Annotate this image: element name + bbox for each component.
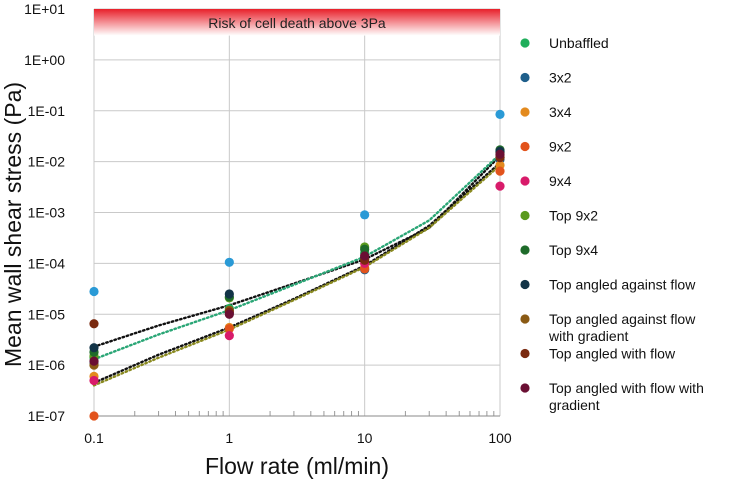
y-tick-label: 1E+01 [24, 1, 65, 17]
legend-marker [520, 245, 530, 255]
legend-label: Unbaffled [549, 35, 609, 51]
y-axis-title: Mean wall shear stress (Pa) [0, 82, 26, 367]
point-outlier-high-3x2-light-blue- [89, 286, 99, 297]
point-9x4 [224, 331, 234, 341]
x-tick-label: 100 [488, 430, 512, 446]
point-top-angled-with-flow [89, 319, 99, 329]
legend-label: 9x4 [549, 173, 572, 189]
legend-marker [520, 72, 530, 83]
y-tick-labels: 1E-07 1E-06 1E-05 1E-04 1E-03 1E-02 1E-01 1E+00… [24, 1, 65, 424]
point-outlier-high-3x2-light-blue- [495, 109, 505, 119]
point-top-angled-with-flow-with-gradient [89, 356, 99, 366]
x-tick-label: 0.1 [84, 430, 104, 446]
legend-marker [520, 141, 530, 152]
legend-marker [520, 38, 530, 48]
y-tick-label: 1E-05 [28, 306, 66, 322]
legend-label: Top angled against flow with gradient [548, 311, 696, 344]
legend-label: Top angled with flow [549, 346, 676, 362]
trendline-3 [92, 163, 502, 387]
point-9x2 [89, 411, 99, 421]
x-tick-label: 10 [357, 430, 373, 446]
x-tick-labels: 0.1 1 10 100 [84, 430, 512, 446]
y-tick-label: 1E+00 [24, 52, 65, 68]
legend-marker [520, 107, 530, 117]
legend-label: 3x4 [549, 104, 572, 120]
point-top-angled-against-flow [89, 343, 99, 353]
point-top-angled-with-flow-with-gradient [495, 149, 505, 159]
point-top-angled-with-flow-with-gradient [224, 309, 234, 319]
y-tick-label: 1E-03 [28, 205, 66, 221]
y-tick-label: 1E-01 [28, 103, 66, 119]
legend: Unbaffled 3x2 3x4 9x2 9x4 Top 9x2 Top 9x4 Top a… [520, 35, 704, 413]
point-top-angled-with-flow-with-gradient [360, 251, 370, 261]
point-9x4 [89, 375, 99, 386]
point-top-angled-against-flow [224, 289, 234, 299]
x-axis-title: Flow rate (ml/min) [205, 453, 389, 479]
point-9x2 [224, 324, 234, 334]
point-outlier-high-3x2-light-blue- [224, 257, 234, 267]
legend-marker [520, 176, 530, 186]
legend-marker [520, 210, 530, 221]
data-points [89, 109, 505, 421]
x-tick-label: 1 [225, 430, 233, 446]
trendline-2 [92, 161, 502, 384]
trendline-0 [92, 154, 502, 348]
legend-marker [520, 383, 530, 393]
legend-label: Top angled with flow with gradient [549, 380, 704, 413]
legend-label: Top 9x4 [549, 242, 598, 258]
point-9x2 [495, 166, 505, 176]
point-outlier-high-3x2-light-blue- [360, 210, 370, 220]
y-tick-label: 1E-06 [28, 357, 66, 373]
legend-marker [520, 314, 530, 324]
legend-label: 9x2 [549, 139, 572, 155]
legend-marker [520, 348, 530, 359]
risk-band [94, 9, 500, 36]
legend-label: Top angled against flow [549, 277, 696, 293]
y-tick-label: 1E-07 [28, 408, 66, 424]
y-tick-label: 1E-04 [28, 255, 66, 271]
trendlines [92, 152, 502, 387]
legend-marker [520, 279, 530, 290]
legend-label: 3x2 [549, 70, 572, 86]
legend-label: Top 9x2 [549, 208, 598, 224]
trendline-1 [92, 152, 502, 361]
point-9x4 [495, 181, 505, 191]
risk-band-label: Risk of cell death above 3Pa [208, 15, 386, 31]
y-tick-label: 1E-02 [28, 154, 66, 170]
point-top-9x4 [360, 244, 370, 254]
